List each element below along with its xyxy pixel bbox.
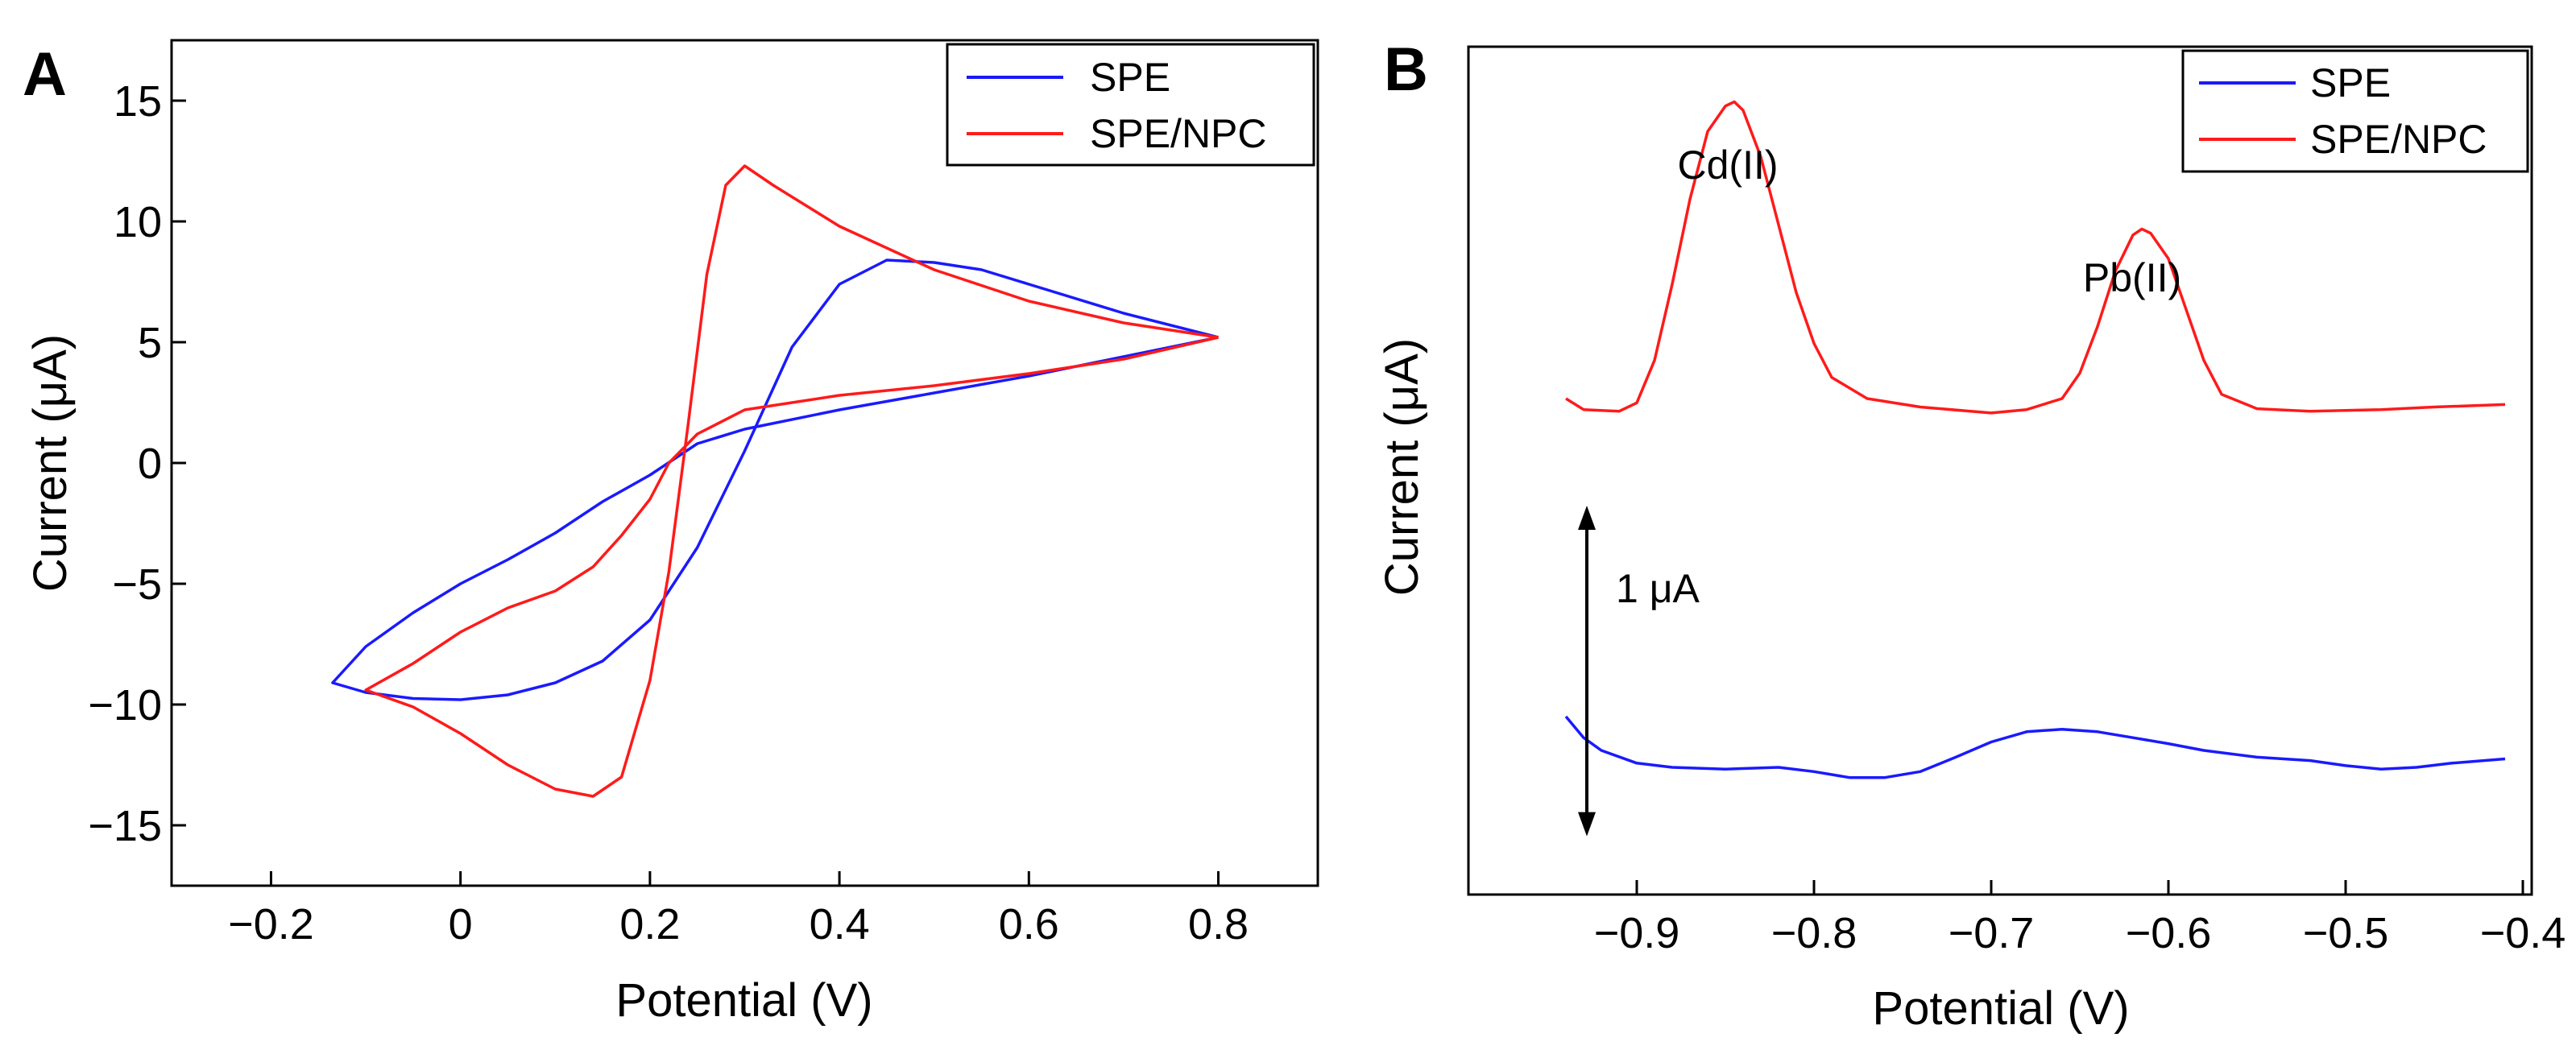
panel-a: A −15 −10 −5 0 5 10 15 −0.2 0 0.2 0.4 0.6 0.8 Poten… bbox=[23, 39, 1319, 1027]
y-tick-label-a: 5 bbox=[138, 319, 162, 367]
y-axis-title-a: Current (μA) bbox=[24, 334, 77, 592]
series-line-spe-b bbox=[1564, 715, 2506, 779]
series-b bbox=[1564, 100, 2506, 779]
legend-label-spe-npc-b: SPE/NPC bbox=[2310, 117, 2487, 162]
x-tick-label-b: −0.4 bbox=[2480, 909, 2566, 957]
legend-box-a bbox=[946, 43, 1315, 167]
x-tick-label-a: 0.4 bbox=[810, 900, 870, 948]
x-tick-label-b: −0.5 bbox=[2303, 909, 2389, 957]
scale-bar-arrow-up bbox=[1578, 506, 1596, 530]
legend-label-spe-a: SPE bbox=[1090, 55, 1170, 100]
scale-bar bbox=[1578, 506, 1596, 837]
panel-letter-a: A bbox=[23, 40, 67, 109]
plot-frame-b bbox=[1467, 45, 2533, 896]
y-tick-label-a: −15 bbox=[88, 802, 162, 850]
x-tick-label-a: −0.2 bbox=[228, 900, 314, 948]
x-tick-label-b: −0.9 bbox=[1594, 909, 1680, 957]
x-axis-ticks-a: −0.2 0 0.2 0.4 0.6 0.8 bbox=[228, 871, 1249, 948]
series-a bbox=[331, 164, 1219, 798]
x-tick-label-b: −0.7 bbox=[1949, 909, 2035, 957]
y-axis-title-b: Current (μA) bbox=[1376, 338, 1428, 596]
series-line-spe-a bbox=[331, 258, 1219, 701]
peak-label-cd: Cd(II) bbox=[1678, 143, 1779, 188]
y-tick-label-a: −10 bbox=[88, 681, 162, 729]
legend-b: SPE SPE/NPC bbox=[2181, 49, 2529, 173]
series-line-spe-npc-a bbox=[364, 164, 1219, 798]
panel-letter-b: B bbox=[1384, 35, 1428, 104]
legend-label-spe-npc-a: SPE/NPC bbox=[1090, 111, 1267, 156]
scale-bar-label: 1 μA bbox=[1616, 566, 1700, 611]
scale-bar-arrow-down bbox=[1578, 812, 1596, 837]
x-tick-label-b: −0.6 bbox=[2126, 909, 2212, 957]
y-tick-label-a: −5 bbox=[112, 560, 162, 609]
x-tick-label-b: −0.8 bbox=[1771, 909, 1857, 957]
y-tick-label-a: 15 bbox=[114, 77, 162, 126]
x-tick-label-a: 0.2 bbox=[619, 900, 680, 948]
series-line-spe-npc-b bbox=[1565, 100, 2506, 415]
x-axis-ticks-b: −0.9 −0.8 −0.7 −0.6 −0.5 −0.4 bbox=[1594, 880, 2566, 957]
x-axis-title-a: Potential (V) bbox=[615, 974, 872, 1027]
legend-a: SPE SPE/NPC bbox=[946, 43, 1315, 167]
y-tick-label-a: 0 bbox=[138, 440, 162, 488]
x-tick-label-a: 0.8 bbox=[1188, 900, 1249, 948]
y-axis-ticks-a: −15 −10 −5 0 5 10 15 bbox=[88, 77, 186, 850]
peak-label-pb: Pb(II) bbox=[2083, 255, 2181, 300]
y-tick-label-a: 10 bbox=[114, 198, 162, 246]
panel-b: B −0.9 −0.8 −0.7 −0.6 −0.5 −0.4 Potential (V)… bbox=[1376, 35, 2566, 1035]
x-tick-label-a: 0.6 bbox=[999, 900, 1059, 948]
legend-label-spe-b: SPE bbox=[2310, 60, 2391, 105]
x-tick-label-a: 0 bbox=[449, 900, 473, 948]
legend-box-b bbox=[2181, 49, 2529, 173]
x-axis-title-b: Potential (V) bbox=[1872, 982, 2129, 1035]
